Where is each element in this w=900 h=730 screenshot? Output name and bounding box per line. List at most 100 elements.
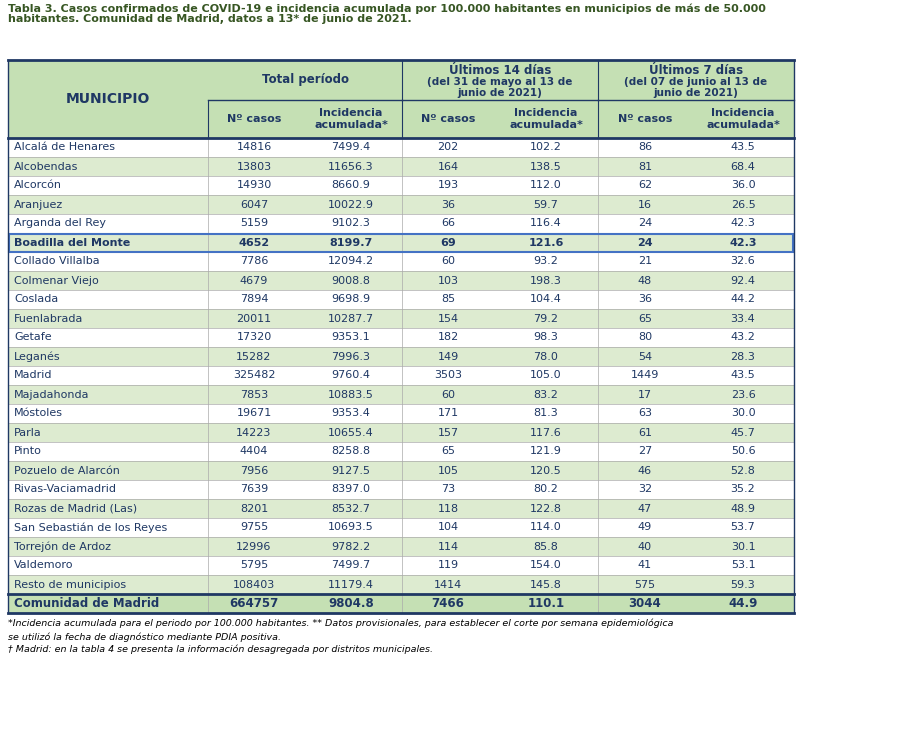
Bar	[8, 499, 794, 518]
Text: Valdemoro: Valdemoro	[14, 561, 74, 571]
Bar	[8, 575, 794, 594]
Text: (del 31 de mayo al 13 de: (del 31 de mayo al 13 de	[428, 77, 572, 87]
Text: 62: 62	[638, 180, 652, 191]
Text: habitantes. Comunidad de Madrid, datos a 13* de junio de 2021.: habitantes. Comunidad de Madrid, datos a…	[8, 14, 411, 24]
Text: Incidencia
acumulada*: Incidencia acumulada*	[314, 108, 388, 130]
Text: 53.7: 53.7	[731, 523, 755, 532]
Text: 54: 54	[638, 352, 652, 361]
Text: MUNICIPIO: MUNICIPIO	[66, 92, 150, 106]
Text: 23.6: 23.6	[731, 390, 755, 399]
Text: 7786: 7786	[239, 256, 268, 266]
Text: 10022.9: 10022.9	[328, 199, 374, 210]
Text: 85.8: 85.8	[534, 542, 558, 551]
Text: 9102.3: 9102.3	[331, 218, 371, 228]
Bar	[8, 385, 794, 404]
Text: junio de 2021): junio de 2021)	[653, 88, 738, 98]
Text: 105.0: 105.0	[530, 371, 562, 380]
Text: 21: 21	[638, 256, 652, 266]
Text: 102.2: 102.2	[530, 142, 562, 153]
Text: 83.2: 83.2	[534, 390, 558, 399]
Text: Comunidad de Madrid: Comunidad de Madrid	[14, 597, 159, 610]
Text: Resto de municipios: Resto de municipios	[14, 580, 126, 590]
Text: 12094.2: 12094.2	[328, 256, 374, 266]
Text: 105: 105	[437, 466, 458, 475]
Text: Arganda del Rey: Arganda del Rey	[14, 218, 106, 228]
Text: 8199.7: 8199.7	[329, 237, 373, 247]
Text: 42.3: 42.3	[731, 218, 755, 228]
Text: 664757: 664757	[230, 597, 279, 610]
Bar	[8, 556, 794, 575]
Text: 114.0: 114.0	[530, 523, 562, 532]
Text: 164: 164	[437, 161, 459, 172]
Bar	[8, 404, 794, 423]
Text: 92.4: 92.4	[731, 275, 755, 285]
Text: 182: 182	[437, 332, 459, 342]
Text: San Sebastián de los Reyes: San Sebastián de los Reyes	[14, 522, 167, 533]
Text: *Incidencia acumulada para el periodo por 100.000 habitantes. ** Datos provision: *Incidencia acumulada para el periodo po…	[8, 619, 673, 629]
Text: 1449: 1449	[631, 371, 659, 380]
Text: 30.1: 30.1	[731, 542, 755, 551]
Text: 14930: 14930	[237, 180, 272, 191]
Text: 325482: 325482	[233, 371, 275, 380]
Text: 108403: 108403	[233, 580, 275, 590]
Text: 10287.7: 10287.7	[328, 313, 374, 323]
Text: 7853: 7853	[240, 390, 268, 399]
Text: Total período: Total período	[262, 74, 348, 86]
Text: 9008.8: 9008.8	[331, 275, 371, 285]
Text: 36: 36	[441, 199, 455, 210]
Text: 59.3: 59.3	[731, 580, 755, 590]
Bar	[8, 328, 794, 347]
Text: 33.4: 33.4	[731, 313, 755, 323]
Text: 7639: 7639	[240, 485, 268, 494]
Bar	[8, 290, 794, 309]
Text: 9804.8: 9804.8	[328, 597, 374, 610]
Text: 98.3: 98.3	[534, 332, 558, 342]
Text: Últimos 7 días: Últimos 7 días	[649, 64, 743, 77]
Text: 28.3: 28.3	[731, 352, 755, 361]
Text: 5159: 5159	[240, 218, 268, 228]
Bar	[8, 537, 794, 556]
Text: 11179.4: 11179.4	[328, 580, 374, 590]
Text: 138.5: 138.5	[530, 161, 562, 172]
Text: 32: 32	[638, 485, 652, 494]
Text: se utilizó la fecha de diagnóstico mediante PDIA positiva.: se utilizó la fecha de diagnóstico media…	[8, 632, 281, 642]
Text: 47: 47	[638, 504, 652, 513]
Text: 8201: 8201	[240, 504, 268, 513]
Bar	[8, 176, 794, 195]
Text: 9760.4: 9760.4	[331, 371, 371, 380]
Text: 8258.8: 8258.8	[331, 447, 371, 456]
Text: 7956: 7956	[240, 466, 268, 475]
Text: 20011: 20011	[237, 313, 272, 323]
Text: 193: 193	[437, 180, 459, 191]
Text: 60: 60	[441, 256, 455, 266]
Text: 69: 69	[440, 237, 456, 247]
Text: Majadahonda: Majadahonda	[14, 390, 89, 399]
Text: 27: 27	[638, 447, 652, 456]
Text: 48.9: 48.9	[731, 504, 755, 513]
Text: Pozuelo de Alarcón: Pozuelo de Alarcón	[14, 466, 120, 475]
Text: 575: 575	[634, 580, 655, 590]
Text: Colmenar Viejo: Colmenar Viejo	[14, 275, 99, 285]
Text: Torrejón de Ardoz: Torrejón de Ardoz	[14, 541, 111, 552]
Bar	[8, 594, 794, 613]
Text: † Madrid: en la tabla 4 se presenta la información desagregada por distritos mun: † Madrid: en la tabla 4 se presenta la i…	[8, 645, 433, 655]
Text: 61: 61	[638, 428, 652, 437]
Text: 16: 16	[638, 199, 652, 210]
Text: 122.8: 122.8	[530, 504, 562, 513]
Text: 198.3: 198.3	[530, 275, 562, 285]
Text: 13803: 13803	[237, 161, 272, 172]
Text: Nº casos: Nº casos	[227, 114, 281, 124]
Text: 15282: 15282	[237, 352, 272, 361]
Text: 10693.5: 10693.5	[328, 523, 374, 532]
Bar	[8, 233, 794, 252]
Text: 26.5: 26.5	[731, 199, 755, 210]
Text: 36.0: 36.0	[731, 180, 755, 191]
Text: Coslada: Coslada	[14, 294, 58, 304]
Text: 17320: 17320	[237, 332, 272, 342]
Bar	[8, 423, 794, 442]
Text: Tabla 3. Casos confirmados de COVID-19 e incidencia acumulada por 100.000 habita: Tabla 3. Casos confirmados de COVID-19 e…	[8, 4, 766, 15]
Text: 154.0: 154.0	[530, 561, 562, 571]
Text: 68.4: 68.4	[731, 161, 755, 172]
Text: 10883.5: 10883.5	[328, 390, 374, 399]
Text: 10655.4: 10655.4	[328, 428, 374, 437]
